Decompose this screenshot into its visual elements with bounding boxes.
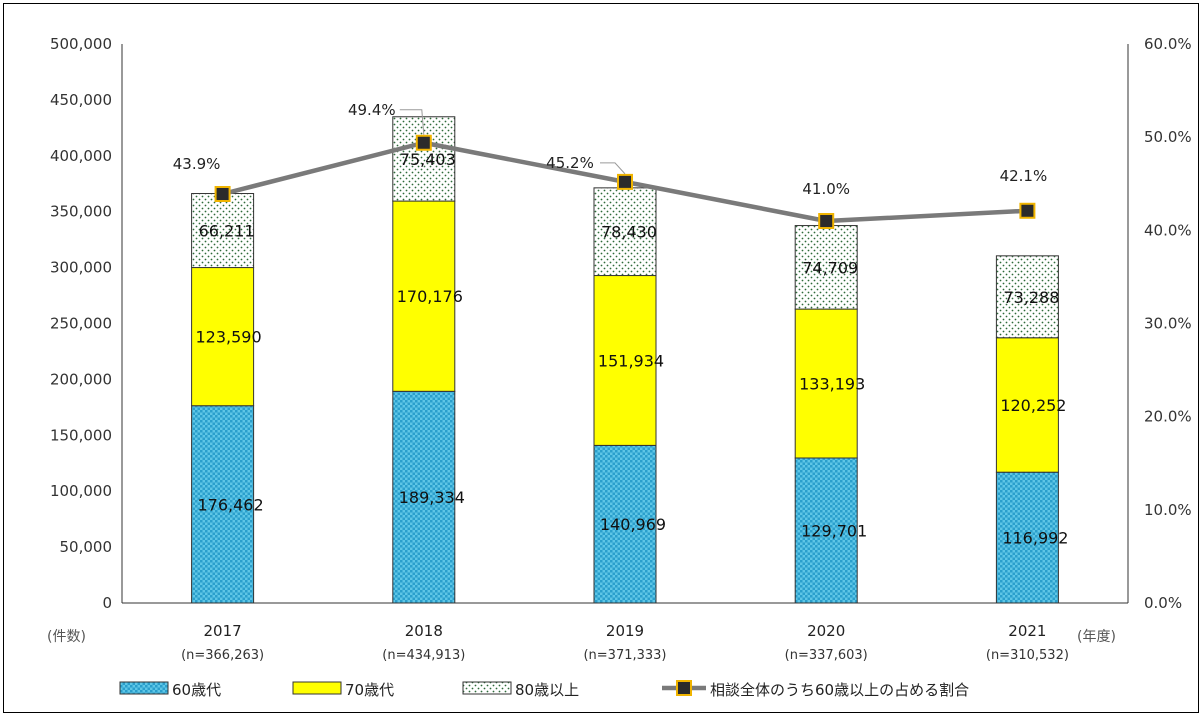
y-left-tick-label: 350,000 <box>50 203 112 221</box>
y-right-tick-label: 10.0% <box>1144 501 1192 519</box>
ratio-leader-line <box>399 109 425 135</box>
y-left-tick-label: 100,000 <box>50 482 112 500</box>
ratio-leader-line <box>600 162 626 175</box>
legend-swatch-80plus <box>462 681 512 695</box>
y-left-tick-label: 200,000 <box>50 370 112 388</box>
bar-60s <box>191 405 255 604</box>
bar-70s-label: 133,193 <box>799 375 865 394</box>
ratio-label: 41.0% <box>802 180 850 198</box>
x-tick-n-label: (n=310,532) <box>986 648 1069 663</box>
bar-80plus-label: 73,288 <box>1003 288 1059 307</box>
ratio-marker <box>1019 202 1036 219</box>
x-tick-label: 2021 <box>1008 622 1046 640</box>
y-left-tick-label: 250,000 <box>50 315 112 333</box>
legend-swatch-60s <box>119 681 169 695</box>
bar-80plus-label: 78,430 <box>601 223 657 242</box>
y-left-tick-label: 0 <box>102 594 112 612</box>
y-right-tick-label: 20.0% <box>1144 408 1192 426</box>
x-tick-n-label: (n=371,333) <box>583 648 666 663</box>
bar-60s <box>593 444 657 604</box>
legend-label: 70歳代 <box>345 681 394 699</box>
axes-group: 0 50,000 100,000 150,000 200,000 250,000 300,0… <box>47 35 1192 663</box>
bar-80plus-label: 75,403 <box>400 150 456 169</box>
bar-70s-label: 170,176 <box>397 287 463 306</box>
bar-60s <box>794 457 858 604</box>
y-left-tick-label: 300,000 <box>50 259 112 277</box>
legend-label: 相談全体のうち60歳以上の占める割合 <box>710 681 969 699</box>
legend-label: 60歳代 <box>172 681 221 699</box>
bar-60s <box>392 390 456 604</box>
bars-group <box>191 116 1059 604</box>
legend-label: 80歳以上 <box>515 681 579 699</box>
y-left-tick-label: 450,000 <box>50 91 112 109</box>
bar-60s-label: 176,462 <box>198 495 264 514</box>
x-tick-label: 2018 <box>405 622 443 640</box>
x-tick-label: 2020 <box>807 622 845 640</box>
y-right-tick-label: 60.0% <box>1144 35 1192 53</box>
x-unit-label: (年度) <box>1077 629 1116 645</box>
y-left-unit-label: (件数) <box>47 629 86 645</box>
x-tick-label: 2019 <box>606 622 644 640</box>
ratio-label: 42.1% <box>1000 167 1048 185</box>
bar-60s-label: 189,334 <box>399 488 465 507</box>
bar-60s-label: 116,992 <box>1002 529 1068 548</box>
bar-80plus <box>593 187 657 277</box>
y-right-tick-label: 0.0% <box>1144 594 1182 612</box>
ratio-marker <box>818 213 835 230</box>
y-left-tick-label: 50,000 <box>60 538 113 556</box>
x-tick-n-label: (n=366,263) <box>181 648 264 663</box>
y-right-tick-label: 30.0% <box>1144 315 1192 333</box>
bar-60s-label: 140,969 <box>600 515 666 534</box>
ratio-label: 49.4% <box>348 101 396 119</box>
y-left-tick-label: 400,000 <box>50 147 112 165</box>
bar-70s-label: 120,252 <box>1000 396 1066 415</box>
ratio-marker <box>214 185 231 202</box>
ratio-label: 43.9% <box>173 155 221 173</box>
bar-70s-label: 123,590 <box>196 328 262 347</box>
x-tick-n-label: (n=434,913) <box>382 648 465 663</box>
y-right-tick-label: 40.0% <box>1144 221 1192 239</box>
ratio-marker <box>415 134 432 151</box>
y-left-tick-label: 500,000 <box>50 35 112 53</box>
legend-swatch-70s <box>292 681 342 695</box>
bar-60s <box>995 471 1059 604</box>
ratio-marker <box>617 173 633 190</box>
bar-80plus <box>995 255 1059 339</box>
bar-80plus <box>794 225 858 310</box>
x-tick-label: 2017 <box>204 622 242 640</box>
bar-70s <box>392 200 456 392</box>
bar-70s <box>593 275 657 446</box>
bar-80plus <box>191 193 255 269</box>
ratio-label: 45.2% <box>546 154 594 172</box>
ratio-line-group <box>214 134 1036 230</box>
bar-80plus-label: 74,709 <box>802 258 858 277</box>
legend-group: 60歳代 70歳代 80歳以上 相談全体のうち60歳以上の占める割合 <box>119 680 969 699</box>
bar-70s-label: 151,934 <box>598 351 664 370</box>
bar-60s-label: 129,701 <box>801 521 867 540</box>
bar-70s <box>995 337 1059 473</box>
y-right-tick-label: 50.0% <box>1144 128 1192 146</box>
bar-80plus-label: 66,211 <box>199 222 255 241</box>
data-labels-group: 176,462 123,590 66,211 189,334 170,176 75,403… <box>173 101 1069 548</box>
y-left-tick-label: 150,000 <box>50 426 112 444</box>
legend-marker-swatch <box>676 680 692 696</box>
x-tick-n-label: (n=337,603) <box>785 648 868 663</box>
